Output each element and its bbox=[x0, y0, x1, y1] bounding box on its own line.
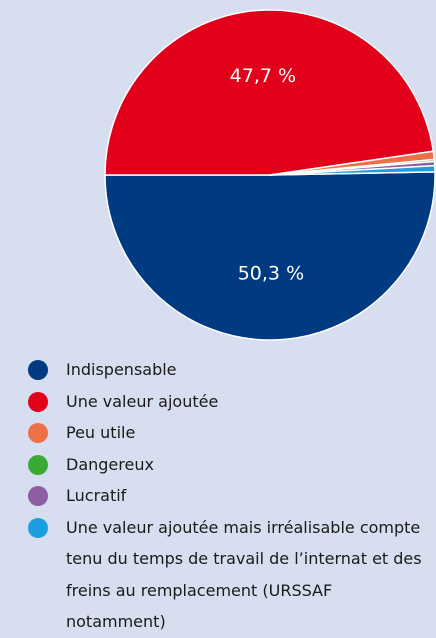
legend-item: Peu utile bbox=[0, 417, 436, 449]
pie-slice bbox=[269, 164, 436, 176]
legend-swatch bbox=[28, 423, 48, 443]
legend-item: Lucratif bbox=[0, 480, 436, 512]
pie-slice bbox=[104, 9, 435, 176]
legend-swatch bbox=[28, 486, 48, 506]
legend-swatch bbox=[28, 391, 48, 412]
pie-slice bbox=[104, 171, 436, 341]
legend-item: Indispensable bbox=[0, 354, 436, 386]
legend: Indispensable Une valeur ajoutée Peu utile… bbox=[0, 354, 436, 638]
legend-label: Peu utile bbox=[66, 423, 136, 442]
value-label: 47,7 % bbox=[230, 65, 296, 87]
legend-swatch bbox=[28, 454, 48, 475]
legend-swatch bbox=[28, 517, 48, 538]
chart: 50,3 % 47,7 % bbox=[104, 9, 436, 341]
legend-item: Dangereux bbox=[0, 449, 436, 481]
legend-label: Indispensable bbox=[66, 360, 177, 379]
legend-item: Une valeur ajoutée bbox=[0, 386, 436, 418]
legend-label: Lucratif bbox=[66, 486, 127, 505]
value-label: 50,3 % bbox=[238, 262, 304, 284]
legend-label: Une valeur ajoutée bbox=[66, 391, 219, 411]
legend-label: Dangereux bbox=[66, 454, 154, 474]
legend-swatch bbox=[28, 360, 48, 380]
legend-label: Une valeur ajoutée mais irréalisable com… bbox=[66, 517, 422, 632]
legend-item: Une valeur ajoutée mais irréalisable com… bbox=[0, 512, 436, 638]
